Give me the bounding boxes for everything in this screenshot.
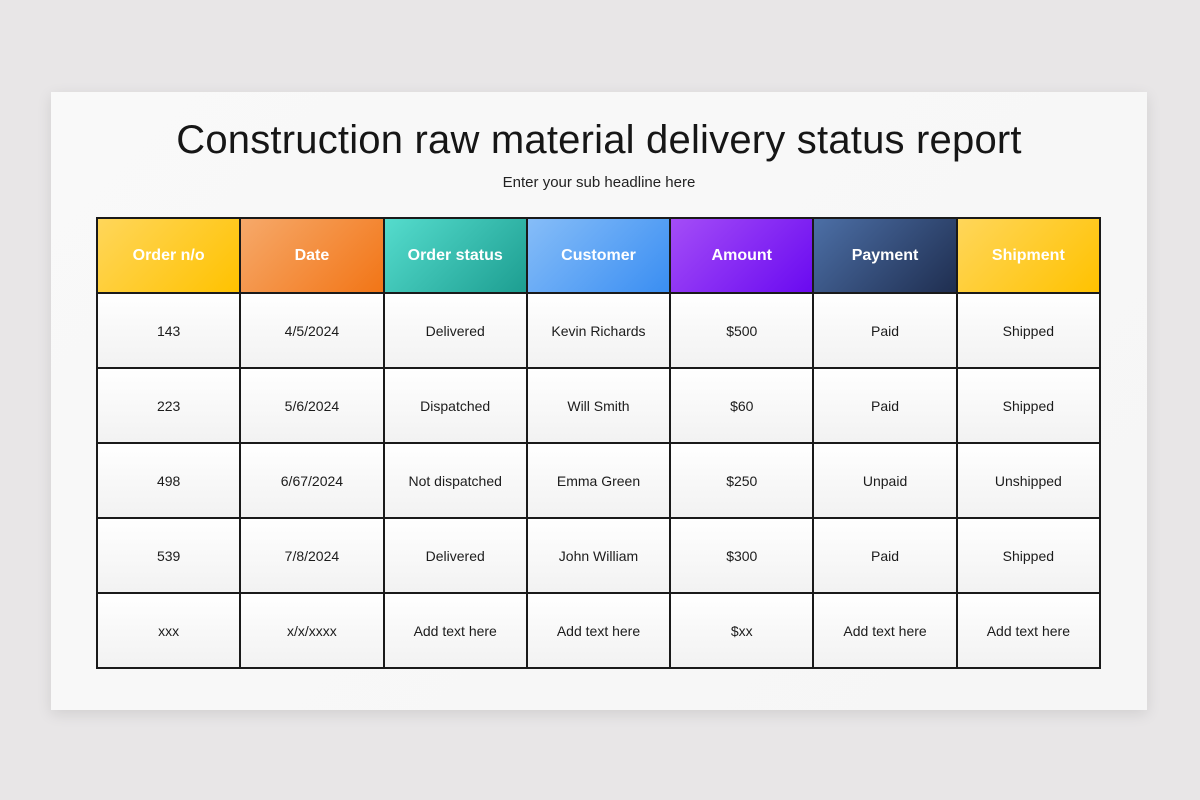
cell-date: 4/5/2024 [239, 292, 385, 369]
cell-shipment: Unshipped [955, 442, 1102, 519]
cell-amount: $60 [669, 367, 815, 444]
cell-shipment: Shipped [955, 517, 1102, 594]
cell-order-number: 223 [95, 367, 242, 444]
cell-order-number: 143 [95, 292, 242, 369]
cell-order-number: 539 [95, 517, 242, 594]
cell-payment: Add text here [812, 592, 958, 669]
cell-payment: Paid [812, 367, 958, 444]
cell-order-status: Delivered [382, 517, 528, 594]
slide: Construction raw material delivery statu… [51, 92, 1147, 710]
cell-order-number: xxx [95, 592, 242, 669]
cell-amount: $250 [669, 442, 815, 519]
table-row: 143 4/5/2024 Delivered Kevin Richards $5… [95, 292, 1102, 369]
header-date: Date [239, 217, 385, 294]
header-payment: Payment [812, 217, 958, 294]
cell-date: 5/6/2024 [239, 367, 385, 444]
cell-date: x/x/xxxx [239, 592, 385, 669]
cell-customer: Kevin Richards [525, 292, 672, 369]
cell-shipment: Add text here [955, 592, 1102, 669]
cell-date: 6/67/2024 [239, 442, 385, 519]
cell-customer: John William [525, 517, 672, 594]
table-header-row: Order n/o Date Order status Customer Amo… [95, 217, 1102, 294]
table-row: 498 6/67/2024 Not dispatched Emma Green … [95, 442, 1102, 519]
cell-order-number: 498 [95, 442, 242, 519]
cell-order-status: Delivered [382, 292, 528, 369]
cell-customer: Add text here [525, 592, 672, 669]
cell-date: 7/8/2024 [239, 517, 385, 594]
header-shipment: Shipment [955, 217, 1102, 294]
cell-order-status: Not dispatched [382, 442, 528, 519]
cell-payment: Paid [812, 517, 958, 594]
cell-shipment: Shipped [955, 367, 1102, 444]
cell-customer: Will Smith [525, 367, 672, 444]
table-row: xxx x/x/xxxx Add text here Add text here… [95, 592, 1102, 669]
header-order-status: Order status [382, 217, 528, 294]
cell-amount: $500 [669, 292, 815, 369]
cell-order-status: Dispatched [382, 367, 528, 444]
cell-amount: $300 [669, 517, 815, 594]
cell-payment: Paid [812, 292, 958, 369]
cell-shipment: Shipped [955, 292, 1102, 369]
table-row: 223 5/6/2024 Dispatched Will Smith $60 P… [95, 367, 1102, 444]
cell-order-status: Add text here [382, 592, 528, 669]
cell-customer: Emma Green [525, 442, 672, 519]
page-title: Construction raw material delivery statu… [176, 118, 1022, 162]
cell-amount: $xx [669, 592, 815, 669]
header-order-number: Order n/o [95, 217, 242, 294]
delivery-status-table: Order n/o Date Order status Customer Amo… [95, 217, 1102, 669]
cell-payment: Unpaid [812, 442, 958, 519]
table-row: 539 7/8/2024 Delivered John William $300… [95, 517, 1102, 594]
page-subtitle: Enter your sub headline here [502, 174, 696, 191]
header-customer: Customer [525, 217, 672, 294]
header-amount: Amount [669, 217, 815, 294]
